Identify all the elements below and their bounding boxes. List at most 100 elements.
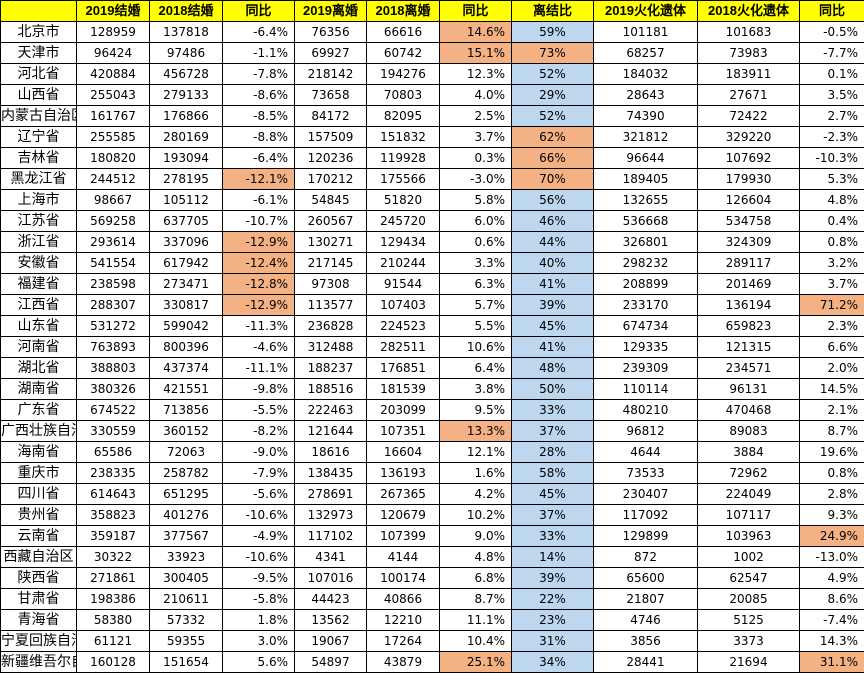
divorce-marriage-ratio-cell: 33% <box>512 526 594 547</box>
marriage-2018-cell: 800396 <box>150 337 223 358</box>
divorce-yoy-cell: -3.0% <box>440 169 512 190</box>
marriage-2019-cell: 763893 <box>77 337 150 358</box>
divorce-2019-cell: 73658 <box>295 85 367 106</box>
cremation-2018-cell: 89083 <box>698 421 800 442</box>
marriage-2019-cell: 674522 <box>77 400 150 421</box>
table-row: 宁夏回族自治区61121593553.0%190671726410.4%31%3… <box>1 631 864 652</box>
divorce-marriage-ratio-cell: 22% <box>512 589 594 610</box>
province-cell: 重庆市 <box>1 463 77 484</box>
cremation-yoy-cell: 0.4% <box>800 211 864 232</box>
header-cremation-yoy: 同比 <box>800 1 864 22</box>
cremation-2018-cell: 289117 <box>698 253 800 274</box>
marriage-2018-cell: 599042 <box>150 316 223 337</box>
province-cell: 江西省 <box>1 295 77 316</box>
marriage-yoy-cell: -8.6% <box>223 85 295 106</box>
divorce-yoy-cell: 6.0% <box>440 211 512 232</box>
marriage-2019-cell: 288307 <box>77 295 150 316</box>
cremation-2019-cell: 28643 <box>594 85 698 106</box>
marriage-2019-cell: 160128 <box>77 652 150 673</box>
province-cell: 甘肃省 <box>1 589 77 610</box>
divorce-2018-cell: 175566 <box>367 169 440 190</box>
cremation-2018-cell: 3884 <box>698 442 800 463</box>
province-cell: 福建省 <box>1 274 77 295</box>
cremation-2019-cell: 117092 <box>594 505 698 526</box>
divorce-marriage-ratio-cell: 59% <box>512 22 594 43</box>
cremation-yoy-cell: 8.7% <box>800 421 864 442</box>
marriage-2019-cell: 198386 <box>77 589 150 610</box>
province-cell: 湖北省 <box>1 358 77 379</box>
marriage-2018-cell: 337096 <box>150 232 223 253</box>
marriage-2018-cell: 278195 <box>150 169 223 190</box>
divorce-2019-cell: 69927 <box>295 43 367 64</box>
cremation-yoy-cell: 5.3% <box>800 169 864 190</box>
marriage-yoy-cell: -8.2% <box>223 421 295 442</box>
divorce-2018-cell: 66616 <box>367 22 440 43</box>
cremation-2018-cell: 5125 <box>698 610 800 631</box>
marriage-2019-cell: 380326 <box>77 379 150 400</box>
cremation-2019-cell: 4644 <box>594 442 698 463</box>
divorce-yoy-cell: 6.4% <box>440 358 512 379</box>
divorce-yoy-cell: 5.8% <box>440 190 512 211</box>
divorce-2018-cell: 60742 <box>367 43 440 64</box>
cremation-2019-cell: 3856 <box>594 631 698 652</box>
province-cell: 上海市 <box>1 190 77 211</box>
divorce-yoy-cell: 10.2% <box>440 505 512 526</box>
header-cremation-2019: 2019火化遗体 <box>594 1 698 22</box>
divorce-2019-cell: 170212 <box>295 169 367 190</box>
divorce-marriage-ratio-cell: 70% <box>512 169 594 190</box>
divorce-marriage-ratio-cell: 58% <box>512 463 594 484</box>
divorce-2019-cell: 132973 <box>295 505 367 526</box>
marriage-2019-cell: 293614 <box>77 232 150 253</box>
divorce-marriage-ratio-cell: 41% <box>512 274 594 295</box>
divorce-2019-cell: 13562 <box>295 610 367 631</box>
marriage-2018-cell: 72063 <box>150 442 223 463</box>
province-cell: 吉林省 <box>1 148 77 169</box>
cremation-yoy-cell: 2.1% <box>800 400 864 421</box>
divorce-yoy-cell: 8.7% <box>440 589 512 610</box>
cremation-2019-cell: 298232 <box>594 253 698 274</box>
cremation-2018-cell: 101683 <box>698 22 800 43</box>
cremation-yoy-cell: 3.7% <box>800 274 864 295</box>
cremation-2019-cell: 480210 <box>594 400 698 421</box>
divorce-yoy-cell: 10.4% <box>440 631 512 652</box>
divorce-yoy-cell: 25.1% <box>440 652 512 673</box>
cremation-yoy-cell: 9.3% <box>800 505 864 526</box>
divorce-2018-cell: 224523 <box>367 316 440 337</box>
cremation-yoy-cell: 6.6% <box>800 337 864 358</box>
divorce-2019-cell: 218142 <box>295 64 367 85</box>
marriage-2018-cell: 33923 <box>150 547 223 568</box>
cremation-2019-cell: 129899 <box>594 526 698 547</box>
marriage-yoy-cell: -10.6% <box>223 505 295 526</box>
divorce-2018-cell: 107399 <box>367 526 440 547</box>
cremation-2019-cell: 96644 <box>594 148 698 169</box>
divorce-marriage-ratio-cell: 45% <box>512 316 594 337</box>
cremation-yoy-cell: 19.6% <box>800 442 864 463</box>
divorce-yoy-cell: 4.2% <box>440 484 512 505</box>
divorce-2018-cell: 70803 <box>367 85 440 106</box>
marriage-2018-cell: 105112 <box>150 190 223 211</box>
marriage-yoy-cell: -12.1% <box>223 169 295 190</box>
marriage-yoy-cell: -9.8% <box>223 379 295 400</box>
cremation-2019-cell: 239309 <box>594 358 698 379</box>
cremation-2018-cell: 126604 <box>698 190 800 211</box>
cremation-yoy-cell: -0.5% <box>800 22 864 43</box>
cremation-2019-cell: 68257 <box>594 43 698 64</box>
cremation-2019-cell: 65600 <box>594 568 698 589</box>
divorce-2019-cell: 236828 <box>295 316 367 337</box>
cremation-2018-cell: 659823 <box>698 316 800 337</box>
cremation-2018-cell: 179930 <box>698 169 800 190</box>
marriage-2018-cell: 421551 <box>150 379 223 400</box>
marriage-2018-cell: 377567 <box>150 526 223 547</box>
